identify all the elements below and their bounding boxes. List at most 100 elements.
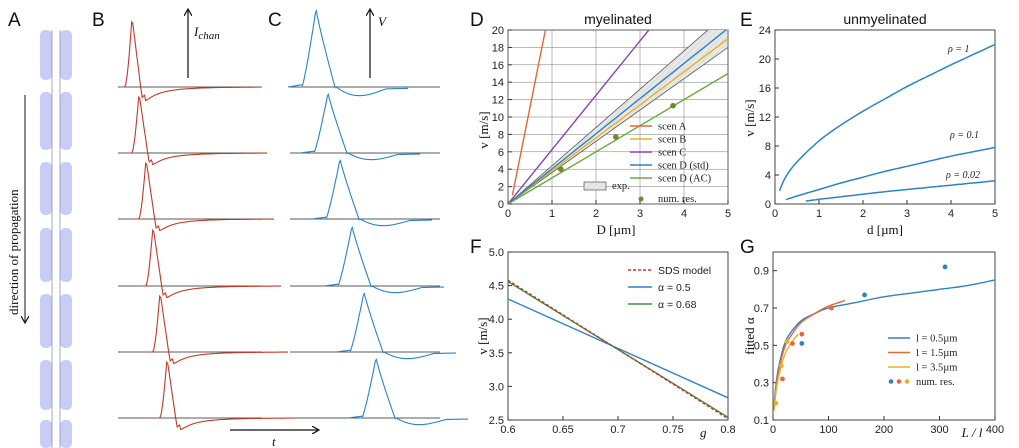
myelin-segment — [40, 228, 52, 282]
legend-label: l = 1.5µm — [916, 348, 957, 359]
chart-sds-model: 0.6 0.65 0.7 0.75 0.8 2.5 3.0 3.5 4.0 4.5 5.0 g v [m… — [475, 247, 736, 440]
x-tick-label: 0.8 — [720, 424, 735, 436]
x-tick-label: 0.7 — [610, 424, 625, 436]
x-axis-label: d [µm] — [867, 222, 903, 237]
series-annotation: ρ = 0.02 — [945, 170, 980, 181]
data-point — [773, 400, 779, 406]
y-tick-label: 4.5 — [489, 281, 504, 293]
legend-label: scen B — [658, 135, 686, 146]
y-tick-label: 0.9 — [754, 266, 769, 278]
x-tick-label: 0 — [770, 424, 776, 436]
panel-letter-a: A — [8, 10, 21, 31]
y-axis-label: fitted α — [742, 317, 757, 355]
myelin-segment — [60, 162, 72, 215]
panel-letter-e: E — [740, 10, 753, 31]
legend-label: l = 0.5µm — [916, 334, 957, 345]
y-tick-label: 2 — [498, 182, 504, 194]
x-tick-label: 2 — [593, 208, 599, 220]
ichan-trace — [148, 294, 288, 365]
myelin-segment — [40, 420, 52, 448]
myelin-segment — [40, 92, 52, 150]
series-line — [773, 279, 996, 406]
x-tick-label: 200 — [875, 424, 893, 436]
myelin-segment — [60, 92, 72, 150]
y-axis-label: v [m/s] — [476, 111, 491, 148]
ichan-trace — [120, 20, 260, 102]
data-point — [780, 376, 785, 382]
chart-title-myelinated: myelinated — [584, 11, 652, 27]
legend-label: l = 3.5µm — [916, 363, 957, 374]
y-tick-label: 16 — [492, 60, 504, 72]
y-tick-label: 18 — [492, 42, 504, 54]
v-label: V — [378, 14, 388, 29]
x-axis-label: L / l — [961, 425, 983, 440]
y-tick-label: 20 — [492, 25, 504, 37]
data-point — [558, 166, 564, 172]
myelin-segment — [60, 360, 72, 410]
x-tick-label: 0.65 — [552, 424, 573, 436]
legend-label: α = 0.68 — [658, 299, 697, 311]
y-tick-label: 0.3 — [754, 378, 769, 390]
x-tick-label: 0.75 — [662, 424, 683, 436]
x-tick-label: 100 — [819, 424, 837, 436]
x-axis-label: g — [700, 425, 707, 440]
data-point — [790, 341, 795, 346]
myelin-segment — [40, 360, 52, 410]
x-tick-label: 1 — [816, 208, 822, 220]
y-tick-label: 20 — [759, 54, 771, 66]
legend-band-swatch — [583, 181, 607, 191]
y-tick-label: 10 — [492, 112, 504, 124]
y-tick-label: 3.5 — [489, 348, 504, 360]
panel-letter-d: D — [470, 10, 484, 31]
myelin-segment — [40, 30, 52, 80]
legend-label: α = 0.5 — [658, 282, 691, 294]
y-tick-label: 4 — [765, 170, 771, 182]
x-tick-label: 4 — [681, 208, 687, 220]
legend-label: scen D (AC) — [658, 174, 712, 185]
y-tick-label: 24 — [759, 25, 771, 37]
panel-letter-b: B — [92, 10, 105, 31]
myelin-segment — [60, 294, 72, 348]
myelin-segment — [60, 420, 72, 448]
axon-schematic — [40, 30, 72, 448]
x-tick-label: 5 — [725, 208, 731, 220]
chart-fitted-alpha: 0 100 200 300 400 0.1 0.3 0.5 0.7 0.9 L / l fitted … — [742, 251, 1004, 440]
data-point — [799, 341, 805, 346]
x-tick-label: 4 — [948, 208, 954, 220]
data-point — [670, 102, 676, 109]
x-tick-label: 3 — [637, 208, 643, 220]
series-annotation: ρ = 1 — [947, 44, 970, 55]
y-tick-label: 0.7 — [754, 303, 769, 315]
ichan-trace — [141, 228, 281, 299]
y-tick-label: 2.5 — [489, 415, 504, 427]
legend-point-swatch — [888, 379, 894, 384]
x-tick-label: 0 — [772, 208, 778, 220]
y-tick-label: 8 — [498, 129, 504, 141]
data-point — [828, 305, 834, 311]
legend-point-label: num. res. — [916, 377, 955, 388]
ichan-trace — [155, 360, 295, 431]
data-point — [784, 339, 790, 344]
y-tick-label: 12 — [492, 95, 504, 107]
legend-label: scen D (std) — [658, 161, 709, 172]
legend-band-label: exp. — [612, 181, 630, 192]
series-line — [511, 30, 547, 196]
voltage-trace — [287, 8, 408, 97]
panel-letter-f: F — [470, 237, 482, 258]
series-line — [785, 146, 996, 201]
plot-frame — [507, 251, 729, 421]
legend-label: SDS model — [658, 265, 711, 277]
data-point — [862, 292, 867, 298]
legend-point-swatch — [896, 379, 902, 384]
data-point — [778, 363, 784, 369]
y-tick-label: 0.1 — [754, 415, 769, 427]
series-line — [508, 30, 650, 204]
series-line — [508, 72, 728, 204]
voltage-trace — [299, 92, 420, 161]
myelin-segment — [60, 30, 72, 80]
series-line — [778, 43, 996, 192]
chart-title-unmyelinated: unmyelinated — [843, 11, 926, 27]
x-tick-label: 0.6 — [500, 424, 515, 436]
trace-panels — [118, 8, 468, 431]
